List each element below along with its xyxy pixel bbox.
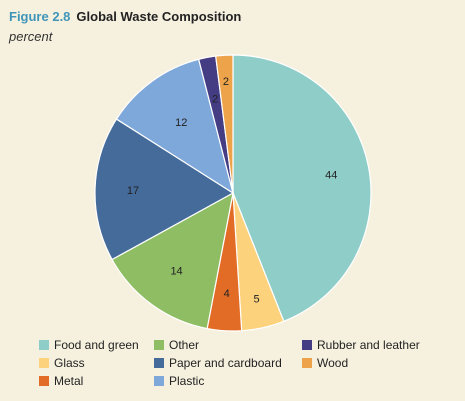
legend-item: Paper and cardboard — [154, 356, 282, 370]
pie-slice-paper-and-cardboard — [94, 118, 235, 261]
legend-item: Food and green — [39, 338, 139, 352]
legend-swatch — [39, 340, 49, 350]
legend-swatch — [302, 358, 312, 368]
legend-item: Wood — [302, 356, 348, 370]
slice-value-label: 44 — [325, 169, 337, 181]
legend-item: Metal — [39, 374, 83, 388]
legend-label: Wood — [317, 356, 349, 370]
legend-swatch — [154, 340, 164, 350]
legend-item: Plastic — [154, 374, 204, 388]
slice-value-label: 2 — [212, 94, 218, 106]
legend-label: Glass — [54, 356, 85, 370]
figure-title: Global Waste Composition — [76, 9, 242, 24]
pie-slice-food-and-green — [232, 54, 372, 323]
legend-label: Paper and cardboard — [169, 356, 282, 370]
legend-item: Glass — [39, 356, 85, 370]
legend-item: Other — [154, 338, 199, 352]
legend-item: Rubber and leather — [302, 338, 420, 352]
figure-header: Figure 2.8 Global Waste Composition perce… — [9, 8, 241, 44]
legend-swatch — [39, 358, 49, 368]
figure-number: Figure 2.8 — [9, 9, 71, 24]
legend-label: Rubber and leather — [317, 338, 420, 352]
slice-value-label: 14 — [170, 266, 182, 278]
legend-swatch — [154, 376, 164, 386]
figure-subtitle: percent — [9, 29, 53, 44]
legend-swatch — [154, 358, 164, 368]
legend-label: Other — [169, 338, 200, 352]
legend-swatch — [39, 376, 49, 386]
slice-value-label: 12 — [175, 117, 187, 129]
pie-slice-wood — [215, 54, 234, 194]
legend-label: Plastic — [169, 374, 205, 388]
slice-value-label: 4 — [224, 288, 230, 300]
slice-value-label: 17 — [127, 185, 139, 197]
slice-value-label: 5 — [253, 293, 259, 305]
legend-swatch — [302, 340, 312, 350]
pie-slice-plastic — [115, 58, 234, 195]
slice-value-label: 2 — [223, 76, 229, 88]
legend-label: Metal — [54, 374, 84, 388]
pie-slice-other — [111, 191, 234, 330]
legend-label: Food and green — [54, 338, 139, 352]
